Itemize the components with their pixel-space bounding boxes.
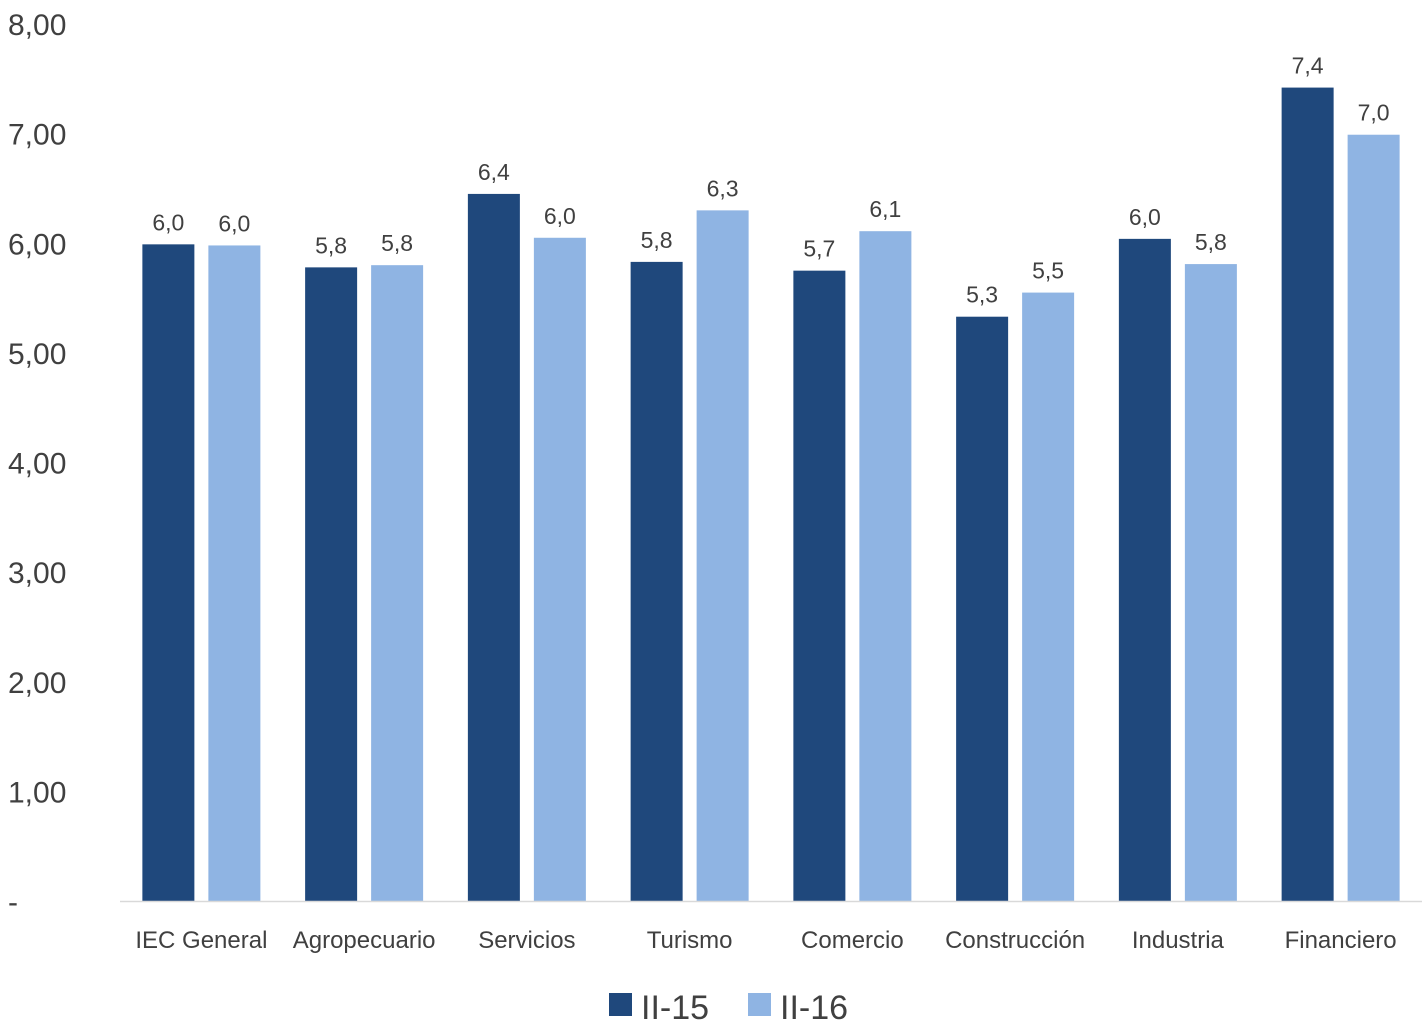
- data-label: 7,4: [1292, 53, 1324, 79]
- x-tick-label: Comercio: [801, 927, 904, 954]
- x-tick-label: Agropecuario: [293, 927, 436, 954]
- data-label: 5,8: [641, 227, 673, 253]
- y-tick-label: 3,00: [8, 557, 66, 590]
- data-label: 6,1: [869, 196, 901, 222]
- bar-ii-16-3: [696, 210, 749, 902]
- x-tick-label: Turismo: [647, 927, 733, 954]
- legend-swatch-ii-16: [748, 993, 771, 1016]
- bar-ii-16-5: [1022, 292, 1075, 901]
- data-label: 5,7: [803, 236, 835, 262]
- y-tick-label: 7,00: [8, 119, 66, 152]
- bar-ii-16-0: [208, 245, 261, 901]
- y-tick-label: 8,00: [8, 9, 66, 42]
- bar-ii-16-2: [533, 237, 586, 902]
- data-label: 6,4: [478, 159, 510, 185]
- bar-ii-15-5: [956, 316, 1009, 902]
- data-label: 6,0: [544, 203, 576, 229]
- x-axis: IEC General Agropecuario Servicios Turismo C…: [135, 927, 1396, 954]
- y-tick-label: 5,00: [8, 338, 66, 371]
- legend-label-ii-16: II-16: [780, 989, 848, 1024]
- bar-ii-15-0: [142, 244, 195, 901]
- bar-ii-15-6: [1118, 238, 1171, 902]
- bar-ii-15-3: [630, 261, 683, 902]
- data-label: 5,8: [381, 230, 413, 256]
- data-label: 6,0: [152, 209, 184, 235]
- legend-label-ii-15: II-15: [641, 989, 709, 1024]
- data-label: 5,5: [1032, 258, 1064, 284]
- bar-ii-15-7: [1281, 87, 1334, 901]
- plot-area: 6,0 6,0 5,8 5,8 6,4 6,0 5,8 6,3 5,7 6,1 5,3 5,5 6,0 5…: [142, 53, 1400, 902]
- y-tick-label: -: [8, 886, 18, 919]
- y-tick-label: 1,00: [8, 776, 66, 809]
- y-tick-label: 2,00: [8, 667, 66, 700]
- y-tick-label: 4,00: [8, 448, 66, 481]
- data-label: 7,0: [1358, 100, 1390, 126]
- bar-ii-15-4: [793, 270, 846, 901]
- x-tick-label: IEC General: [135, 927, 267, 954]
- bar-ii-16-6: [1184, 264, 1237, 901]
- x-tick-label: Industria: [1132, 927, 1225, 954]
- data-label: 5,3: [966, 282, 998, 308]
- legend: II-15 II-16: [609, 989, 848, 1024]
- y-tick-label: 6,00: [8, 228, 66, 261]
- legend-swatch-ii-15: [609, 993, 632, 1016]
- data-label: 5,8: [315, 232, 347, 258]
- data-label: 6,0: [1129, 204, 1161, 230]
- bar-ii-15-1: [305, 267, 358, 901]
- bar-ii-16-7: [1347, 134, 1400, 901]
- bar-ii-16-1: [371, 265, 424, 901]
- data-label: 6,0: [218, 210, 250, 236]
- data-label: 6,3: [707, 175, 739, 201]
- bar-ii-15-2: [467, 193, 520, 901]
- x-tick-label: Construcción: [945, 927, 1085, 954]
- data-label: 5,8: [1195, 229, 1227, 255]
- x-tick-label: Servicios: [478, 927, 575, 954]
- x-tick-label: Financiero: [1285, 927, 1397, 954]
- y-axis: - 1,00 2,00 3,00 4,00 5,00 6,00 7,00 8,00: [8, 9, 66, 919]
- bar-ii-16-4: [859, 231, 912, 901]
